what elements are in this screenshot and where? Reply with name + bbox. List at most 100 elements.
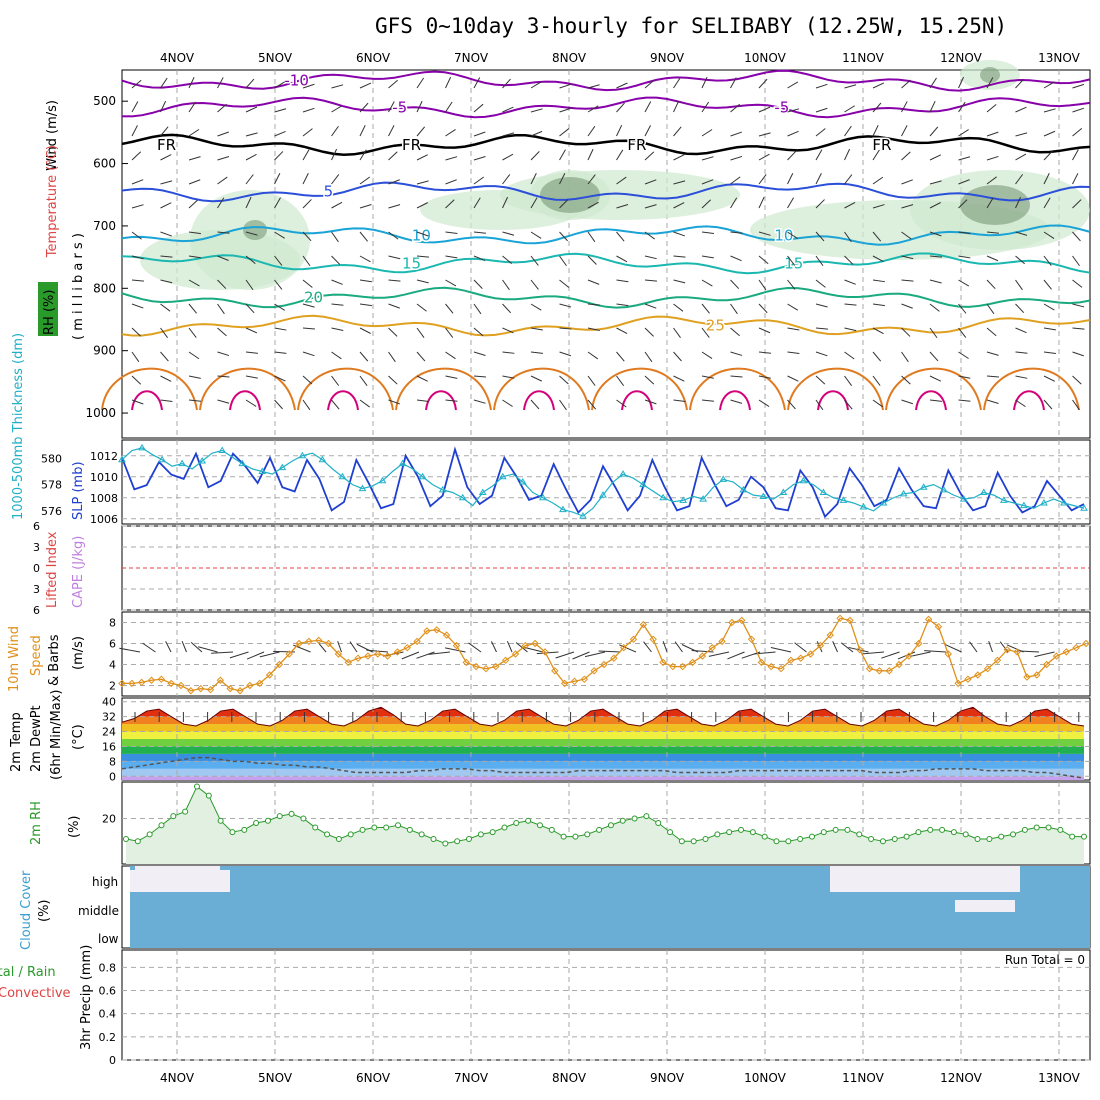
wind-barb [986, 375, 999, 378]
wind-speed-marker [649, 635, 657, 644]
cloud-clear [860, 866, 1010, 878]
wind-barb [302, 173, 309, 185]
isotherm-35 [523, 390, 555, 411]
wind-speed-marker [629, 635, 638, 644]
wind-barb [246, 651, 265, 660]
wind-barb [673, 180, 686, 185]
wind-barb [160, 202, 172, 209]
wind-barb [674, 641, 683, 653]
rh-marker [442, 840, 449, 847]
wind-speed-marker [334, 650, 343, 658]
thickness-marker [879, 499, 888, 506]
wind-barb [986, 197, 994, 209]
wind-barb [359, 279, 372, 283]
rh-marker [927, 826, 934, 833]
thickness-marker [338, 472, 347, 480]
wind-barb [302, 128, 313, 137]
wind-barb [901, 151, 911, 161]
wind-speed-marker [738, 616, 746, 625]
rh-marker [359, 826, 366, 833]
wind-barb [502, 78, 511, 89]
wind-barb [587, 84, 600, 89]
wind-speed-marker [757, 658, 766, 667]
wind-speed-marker [285, 650, 293, 658]
wind-barb [359, 375, 368, 386]
wind-barb [986, 103, 997, 113]
wind-barb [502, 106, 514, 113]
wind-barb [1072, 107, 1085, 113]
y-tick-right-label: 1006 [90, 513, 118, 526]
rh-marker [891, 835, 898, 842]
wind-barb [872, 327, 884, 335]
thickness-marker [438, 485, 447, 493]
wind-barb [986, 231, 999, 234]
wind-barb [1034, 651, 1055, 658]
wind-barb [958, 199, 968, 209]
rh-marker [548, 826, 555, 833]
wind-barb [844, 255, 854, 265]
wind-barb [587, 174, 596, 185]
wind-barb [473, 399, 486, 404]
wind-barb [587, 255, 597, 265]
thickness-marker [1040, 499, 1048, 506]
wind-barb [958, 399, 971, 402]
isotherm-line [121, 133, 1091, 157]
wind-barb [445, 129, 456, 137]
wind-barb [901, 79, 911, 89]
ylabel-2m-temp: 2m Temp [9, 712, 24, 772]
wind-barb [359, 82, 372, 89]
wind-barb [701, 351, 713, 360]
rh-marker [1081, 833, 1087, 840]
wind-speed-marker [993, 656, 1002, 665]
wind-barb [131, 399, 144, 405]
rh-marker [1057, 826, 1064, 833]
wind-barb [1072, 351, 1085, 357]
wind-barb [673, 399, 686, 402]
wind-barb [131, 125, 138, 137]
wind-barb [945, 644, 962, 653]
wind-barb [1043, 399, 1053, 410]
isotherm-line [121, 69, 1091, 92]
wind-barb [331, 303, 344, 306]
wind-barb [530, 197, 538, 209]
isotherm-35 [915, 390, 947, 411]
wind-barb [331, 255, 341, 265]
wind-barb [872, 255, 884, 263]
wind-barb [815, 149, 823, 161]
rh-marker [808, 833, 815, 840]
wind-barb [901, 279, 914, 282]
wind-barb [986, 303, 995, 315]
wind-speed-marker [865, 664, 874, 673]
wind-barb [530, 303, 542, 311]
wind-barb [131, 351, 140, 363]
wind-barb [274, 197, 281, 209]
wind-barb [1015, 196, 1022, 209]
wind-barb [188, 231, 201, 235]
wind-barb [302, 83, 315, 89]
wind-barb [245, 196, 252, 209]
y-tick-label: 6 [109, 638, 116, 651]
wind-barb [359, 351, 369, 362]
wind-barb [616, 255, 628, 263]
thickness-marker [258, 467, 267, 474]
wind-barb [274, 81, 286, 89]
rh-legend-swatch [38, 282, 58, 336]
wind-barb [388, 231, 399, 240]
wind-barb [502, 351, 515, 354]
isotherm-30 [689, 367, 786, 411]
wind-barb [331, 125, 339, 137]
panel-slp-thickness: 1006 1008 1010 1012 576 578 580 1000-500mb Thi… [11, 333, 1091, 526]
wind-barb [701, 101, 710, 113]
wind-speed-marker [275, 660, 284, 669]
wind-barb [730, 303, 738, 315]
rh-marker [395, 822, 402, 829]
rh-marker [430, 835, 437, 842]
rh-marker [501, 824, 508, 831]
wind-speed-marker [580, 675, 589, 683]
top-day-label: 12NOV [940, 51, 982, 65]
wind-barb [388, 79, 398, 89]
rh-marker [536, 822, 543, 829]
thickness-marker [538, 493, 547, 501]
wind-barb [1072, 149, 1079, 161]
wind-barb [844, 201, 856, 209]
